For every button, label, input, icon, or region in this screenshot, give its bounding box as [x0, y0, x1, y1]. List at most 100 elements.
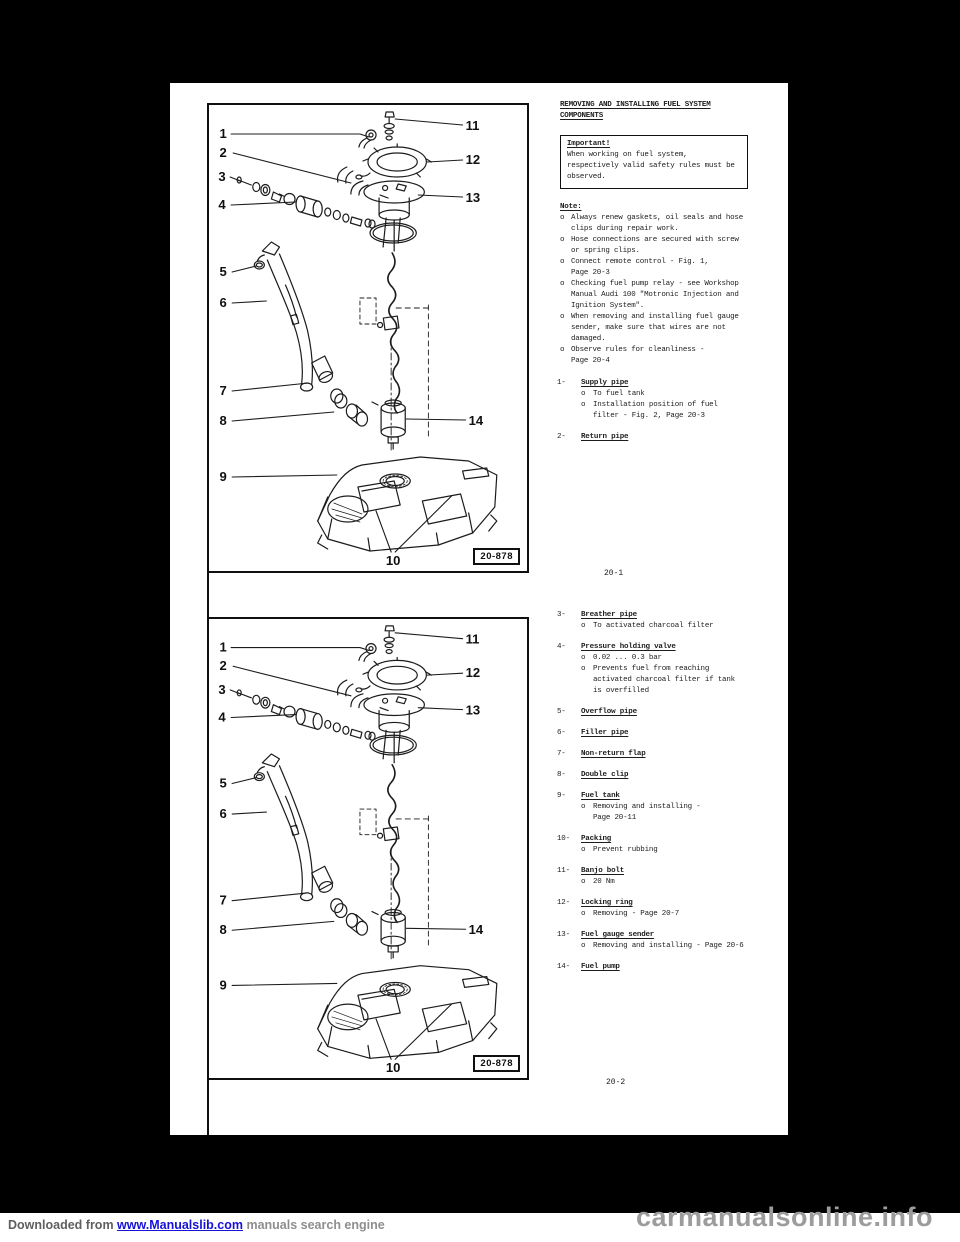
item-sub-text: Prevent rubbing [593, 846, 658, 854]
bullet-marker: o [581, 803, 586, 811]
item-sub: o Removing and installing - Page 20-6 [581, 941, 790, 952]
note-item: o Observe rules for cleanliness - Page 2… [560, 345, 790, 367]
bullet-marker: o [581, 910, 586, 918]
item-sub-list: o Removing and installing - Page 20-11 [581, 802, 790, 824]
item-sub-list: o To fuel tank o Installation position o… [581, 389, 790, 422]
item-number: 10- [557, 835, 570, 843]
svg-text:9: 9 [219, 469, 226, 484]
item-number: 3- [557, 611, 566, 619]
parts-list-item: 6- Filler pipe [557, 728, 790, 739]
parts-list-item: 9- Fuel tank o Removing and installing -… [557, 791, 790, 824]
item-sub-text: To activated charcoal filter [593, 622, 714, 630]
note-item-text: Connect remote control - Fig. 1, Page 20… [571, 258, 709, 277]
svg-text:2: 2 [219, 145, 226, 160]
bullet-marker: o [560, 258, 565, 266]
note-item-text: Always renew gaskets, oil seals and hose… [571, 214, 744, 233]
note-item-text: When removing and installing fuel gauge … [571, 313, 739, 343]
svg-text:10: 10 [386, 1060, 401, 1075]
item-sub-text: Removing - Page 20-7 [593, 910, 680, 918]
item-sub: o Installation position of fuel filter -… [581, 400, 790, 422]
note-title: Note: [560, 203, 582, 211]
svg-text:10: 10 [386, 553, 401, 568]
item-sub-list: o Prevent rubbing [581, 845, 790, 856]
svg-text:4: 4 [218, 197, 226, 212]
bullet-marker: o [560, 346, 565, 354]
svg-text:14: 14 [469, 413, 484, 428]
item-number: 5- [557, 708, 566, 716]
item-title: Supply pipe [581, 379, 629, 387]
item-title: Pressure holding valve [581, 643, 676, 651]
item-title: Packing [581, 835, 612, 843]
item-sub: o Removing - Page 20-7 [581, 909, 790, 920]
item-number: 9- [557, 792, 566, 800]
note-item-text: Checking fuel pump relay - see Workshop … [571, 280, 739, 310]
svg-text:7: 7 [219, 893, 226, 908]
carmanualsonline-watermark: carmanualsonline.info [635, 1202, 933, 1232]
page-number-20-1: 20-1 [604, 569, 624, 578]
bullet-marker: o [581, 665, 586, 673]
item-title: Fuel gauge sender [581, 931, 655, 939]
bullet-marker: o [581, 654, 586, 662]
item-number: 11- [557, 867, 570, 875]
bullet-marker: o [581, 942, 586, 950]
item-sub: o Removing and installing - Page 20-11 [581, 802, 790, 824]
svg-text:1: 1 [219, 126, 226, 141]
note-item: o Checking fuel pump relay - see Worksho… [560, 279, 790, 312]
svg-text:6: 6 [219, 295, 226, 310]
item-sub-text: To fuel tank [593, 390, 645, 398]
svg-text:8: 8 [219, 922, 226, 937]
parts-list-item: 4- Pressure holding valve o 0.02 ... 0.3… [557, 642, 790, 697]
item-sub-text: Prevents fuel from reaching activated ch… [593, 665, 735, 695]
svg-text:11: 11 [466, 118, 480, 133]
item-sub-list: o To activated charcoal filter [581, 621, 790, 632]
parts-list-item: 1- Supply pipe o To fuel tank o Installa… [557, 378, 790, 422]
item-title: Return pipe [581, 433, 629, 441]
bullet-marker: o [581, 622, 586, 630]
parts-list-item: 12- Locking ring o Removing - Page 20-7 [557, 898, 790, 920]
item-sub-text: Removing and installing - Page 20-6 [593, 942, 744, 950]
item-sub-list: o 0.02 ... 0.3 bar o Prevents fuel from … [581, 653, 790, 697]
bullet-marker: o [560, 236, 565, 244]
svg-text:11: 11 [466, 632, 480, 647]
parts-list-page1: 1- Supply pipe o To fuel tank o Installa… [557, 378, 790, 443]
item-number: 7- [557, 750, 566, 758]
item-sub-text: Installation position of fuel filter - F… [593, 401, 718, 420]
item-number: 8- [557, 771, 566, 779]
item-number: 4- [557, 643, 566, 651]
item-sub-list: o 20 Nm [581, 877, 790, 888]
item-sub-list: o Removing - Page 20-7 [581, 909, 790, 920]
item-title: Double clip [581, 771, 629, 779]
parts-list-item: 11- Banjo bolt o 20 Nm [557, 866, 790, 888]
item-number: 14- [557, 963, 570, 971]
item-title: Banjo bolt [581, 867, 625, 875]
item-title: Overflow pipe [581, 708, 637, 716]
svg-text:7: 7 [219, 383, 226, 398]
parts-list-item: 14- Fuel pump [557, 962, 790, 973]
svg-text:1: 1 [219, 640, 226, 655]
svg-text:6: 6 [219, 806, 226, 821]
parts-list-item: 7- Non-return flap [557, 749, 790, 760]
svg-text:12: 12 [466, 665, 481, 680]
watermark-suffix: manuals search engine [242, 1218, 385, 1232]
text-column-page1: REMOVING AND INSTALLING FUEL SYSTEM COMP… [557, 100, 790, 453]
manualslib-link[interactable]: www.Manualslib.com [117, 1218, 243, 1232]
item-sub-text: Removing and installing - Page 20-11 [593, 803, 701, 822]
note-item: o Hose connections are secured with scre… [560, 235, 790, 257]
item-sub: o 0.02 ... 0.3 bar [581, 653, 790, 664]
svg-text:3: 3 [218, 169, 225, 184]
item-title: Filler pipe [581, 729, 629, 737]
section-heading-line1: REMOVING AND INSTALLING FUEL SYSTEM [560, 101, 711, 109]
important-notice-box: Important! When working on fuel system, … [560, 135, 748, 189]
item-number: 2- [557, 433, 566, 441]
item-sub: o To fuel tank [581, 389, 790, 400]
item-sub: o 20 Nm [581, 877, 790, 888]
item-sub-text: 20 Nm [593, 878, 615, 886]
item-title: Locking ring [581, 899, 633, 907]
bullet-marker: o [581, 390, 586, 398]
item-sub: o To activated charcoal filter [581, 621, 790, 632]
parts-list-item: 8- Double clip [557, 770, 790, 781]
important-text: When working on fuel system, respectivel… [567, 151, 735, 181]
